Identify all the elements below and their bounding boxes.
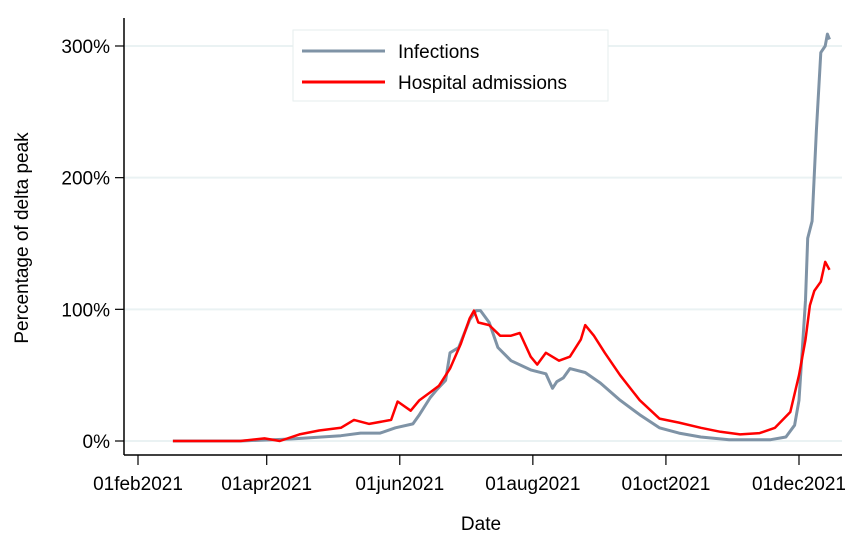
y-tick-label: 200%: [61, 169, 110, 190]
x-tick-label: 01aug2021: [485, 474, 580, 495]
x-axis-title: Date: [461, 514, 501, 535]
legend-box: [292, 29, 609, 102]
x-tick-label: 01apr2021: [221, 474, 312, 495]
series-group: [172, 32, 831, 443]
series-line-infections: [172, 32, 831, 443]
grid-lines: [125, 44, 842, 442]
y-axis: 0% 100% 200% 300%: [61, 18, 125, 455]
x-tick-label: 01dec2021: [752, 474, 846, 495]
x-tick-label: 01oct2021: [622, 474, 711, 495]
y-tick-label: 0%: [83, 432, 111, 453]
legend: Infections Hospital admissions: [292, 29, 609, 102]
x-tick-label: 01feb2021: [93, 474, 183, 495]
legend-label-infections: Infections: [398, 42, 479, 63]
y-axis-title: Percentage of delta peak: [12, 132, 33, 344]
x-axis: 01feb2021 01apr2021 01jun2021 01aug2021 01oc…: [93, 454, 846, 495]
x-tick-label: 01jun2021: [355, 474, 444, 495]
y-tick-label: 300%: [61, 37, 110, 58]
legend-label-hospital-admissions: Hospital admissions: [398, 73, 567, 94]
series-line-hospital-admissions: [172, 260, 831, 443]
y-tick-label: 100%: [61, 300, 110, 321]
